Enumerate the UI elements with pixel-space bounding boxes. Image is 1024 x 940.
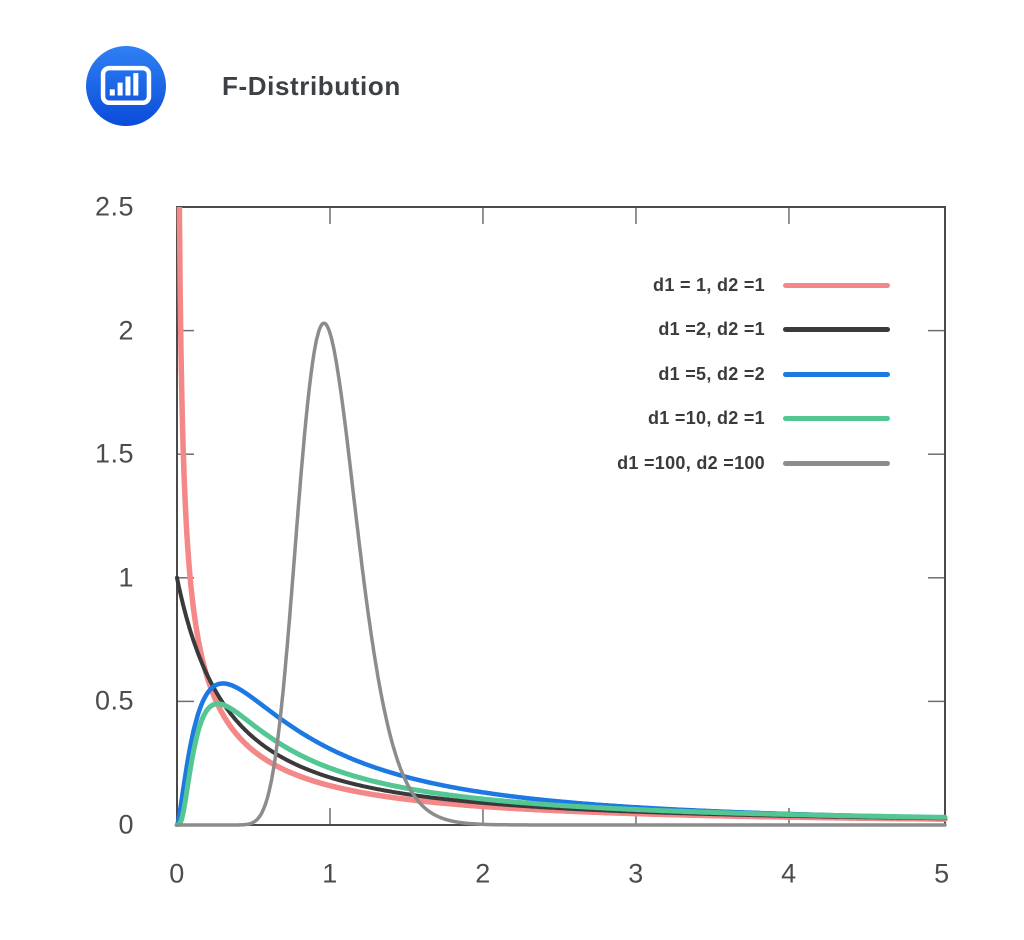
y-tick-label: 0 — [118, 809, 134, 840]
legend-label: d1 =100, d2 =100 — [617, 452, 765, 473]
legend-swatch — [783, 371, 890, 377]
y-tick-label: 2 — [118, 315, 134, 346]
x-tick-label: 5 — [934, 858, 950, 889]
x-tick-label: 0 — [169, 858, 185, 889]
y-tick-label: 1 — [118, 562, 134, 593]
y-tick-label: 1.5 — [94, 438, 134, 469]
legend: d1 = 1, d2 =1 d1 =2, d2 =1 d1 =5, d2 =2 d1 … — [570, 263, 890, 486]
x-tick-label: 2 — [475, 858, 491, 889]
x-tick-label: 3 — [628, 858, 644, 889]
legend-item: d1 =5, d2 =2 — [570, 352, 890, 397]
legend-item: d1 =100, d2 =100 — [570, 441, 890, 486]
legend-label: d1 =5, d2 =2 — [658, 363, 765, 384]
curve-d1-2-d2-1 — [175, 575, 947, 821]
legend-label: d1 = 1, d2 =1 — [653, 274, 765, 295]
app-icon — [86, 46, 166, 126]
legend-swatch — [783, 460, 890, 466]
curve-d1-100-d2-100 — [175, 321, 947, 827]
legend-item: d1 =2, d2 =1 — [570, 308, 890, 353]
x-tick-label: 4 — [781, 858, 797, 889]
legend-item: d1 =10, d2 =1 — [570, 397, 890, 442]
legend-label: d1 =2, d2 =1 — [658, 319, 765, 340]
legend-label: d1 =10, d2 =1 — [648, 408, 765, 429]
page-title: F-Distribution — [222, 70, 401, 101]
bar-chart-icon — [100, 65, 152, 106]
y-tick-label: 2.5 — [94, 191, 134, 222]
legend-swatch — [783, 416, 890, 422]
legend-item: d1 = 1, d2 =1 — [570, 263, 890, 308]
legend-swatch — [783, 327, 890, 333]
y-tick-label: 0.5 — [94, 685, 134, 716]
x-tick-label: 1 — [322, 858, 338, 889]
header: F-Distribution — [86, 46, 401, 126]
legend-swatch — [783, 282, 890, 288]
curve-d1-10-d2-1 — [174, 701, 948, 827]
